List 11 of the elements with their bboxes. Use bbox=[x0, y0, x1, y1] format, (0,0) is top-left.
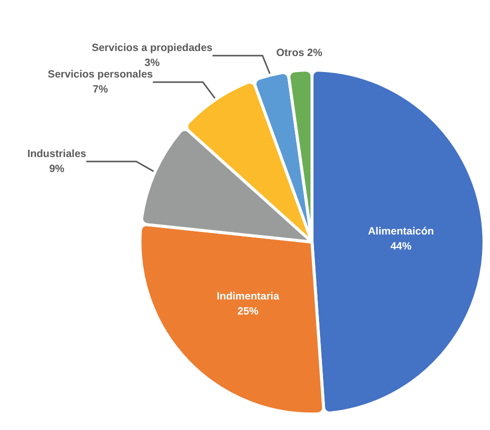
data-label: 44% bbox=[390, 240, 412, 252]
data-label: 3% bbox=[144, 57, 160, 70]
slice-label: Servicios personales bbox=[48, 68, 154, 81]
slice-label: Industriales bbox=[27, 148, 86, 160]
slice-label: Indimentaria bbox=[216, 290, 280, 302]
data-label: 9% bbox=[49, 163, 66, 176]
slice-label: Otros 2% bbox=[276, 46, 324, 59]
slice-label: Alimentaicón bbox=[368, 225, 434, 238]
data-label: 25% bbox=[237, 305, 260, 318]
data-label: 7% bbox=[92, 84, 109, 96]
slice-label: Servicios a propiedades bbox=[92, 42, 213, 54]
